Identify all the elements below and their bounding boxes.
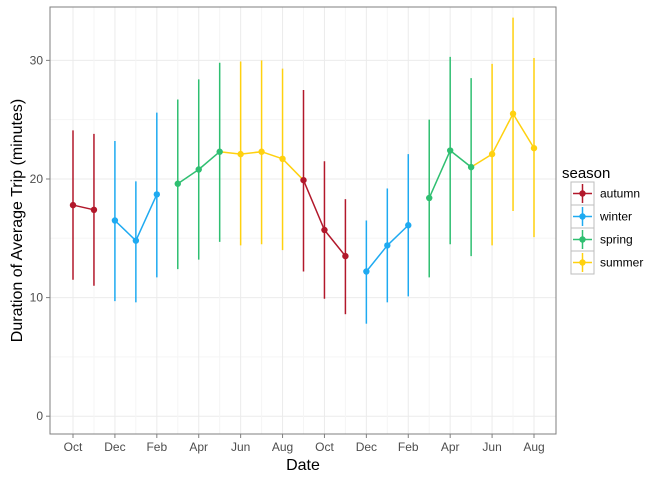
x-tick-label: Dec — [104, 440, 125, 454]
data-point-summer — [237, 150, 244, 158]
data-point-spring — [446, 147, 454, 154]
legend-key-point — [579, 190, 586, 197]
line-segment-summer — [240, 150, 262, 155]
line-segment-spring — [198, 151, 221, 171]
data-point-winter — [405, 222, 412, 229]
data-point-spring — [467, 163, 475, 171]
x-tick-label: Apr — [441, 440, 460, 454]
y-axis: 0 10 20 30 — [30, 53, 50, 423]
line-segment-summer — [512, 113, 535, 149]
data-point-summer — [279, 155, 286, 163]
y-axis-title: Duration of Average Trip (minutes) — [9, 99, 26, 342]
line-segment-summer — [491, 113, 514, 155]
legend-key-point — [579, 213, 586, 220]
line-segment-summer — [282, 158, 305, 181]
line-segment-spring — [428, 150, 451, 199]
legend-key-point — [579, 236, 586, 243]
y-tick-label: 30 — [30, 53, 44, 67]
data-point-spring — [426, 194, 433, 202]
data-point-autumn — [90, 206, 98, 214]
line-segment-autumn — [323, 229, 346, 257]
data-point-summer — [509, 110, 517, 117]
data-point-summer — [258, 148, 265, 155]
line-segment-spring — [449, 149, 472, 168]
data-points — [69, 110, 538, 275]
line-segment-autumn — [72, 204, 95, 211]
legend-label: spring — [600, 233, 633, 247]
legend-item-spring: spring — [570, 227, 633, 252]
x-tick-label: Oct — [315, 440, 334, 454]
x-tick-label: Feb — [398, 440, 419, 454]
x-tick-label: Feb — [146, 440, 167, 454]
x-tick-label: Dec — [356, 440, 377, 454]
data-point-winter — [384, 242, 391, 249]
x-tick-label: Oct — [64, 440, 83, 454]
y-tick-label: 0 — [36, 409, 43, 423]
data-point-winter — [363, 268, 370, 275]
data-point-spring — [195, 166, 202, 173]
x-axis: Oct Dec Feb Apr Jun Aug Oct Dec Feb Apr Jun Aug — [64, 434, 545, 454]
legend-item-winter: winter — [570, 204, 632, 229]
legend-key-point — [579, 259, 586, 266]
line-segment-winter — [386, 224, 409, 246]
x-tick-label: Aug — [523, 440, 544, 454]
data-point-winter — [153, 191, 161, 198]
data-point-autumn — [69, 201, 77, 209]
legend-label: autumn — [600, 187, 640, 201]
data-point-spring — [174, 180, 181, 187]
x-tick-label: Aug — [272, 440, 293, 454]
line-segment-autumn — [302, 179, 326, 231]
legend-item-summer: summer — [570, 250, 643, 275]
y-tick-label: 20 — [30, 172, 44, 186]
data-point-summer — [488, 150, 496, 158]
x-tick-label: Jun — [482, 440, 501, 454]
line-segment-spring — [177, 168, 200, 185]
data-point-autumn — [342, 252, 349, 260]
x-axis-title: Date — [286, 457, 320, 474]
data-point-autumn — [321, 226, 328, 234]
y-tick-label: 10 — [30, 291, 44, 305]
line-segment-winter — [135, 194, 158, 241]
data-point-winter — [132, 237, 140, 244]
legend-title: season — [562, 165, 610, 182]
line-segment-summer — [261, 150, 283, 160]
data-point-summer — [530, 144, 538, 152]
legend: season autumn winter spring summer — [562, 165, 643, 275]
legend-label: summer — [600, 256, 643, 270]
line-segment-winter — [365, 244, 388, 272]
data-point-autumn — [300, 176, 307, 184]
plot-panel-border — [49, 6, 557, 435]
line-segment-summer — [219, 150, 241, 155]
data-point-winter — [111, 217, 119, 224]
legend-label: winter — [599, 210, 632, 224]
line-segment-summer — [470, 153, 493, 168]
data-point-spring — [216, 148, 223, 155]
x-tick-label: Jun — [231, 440, 250, 454]
line-segment-winter — [114, 219, 137, 242]
x-tick-label: Apr — [189, 440, 208, 454]
series-lines — [72, 113, 535, 272]
legend-item-autumn: autumn — [570, 181, 640, 206]
